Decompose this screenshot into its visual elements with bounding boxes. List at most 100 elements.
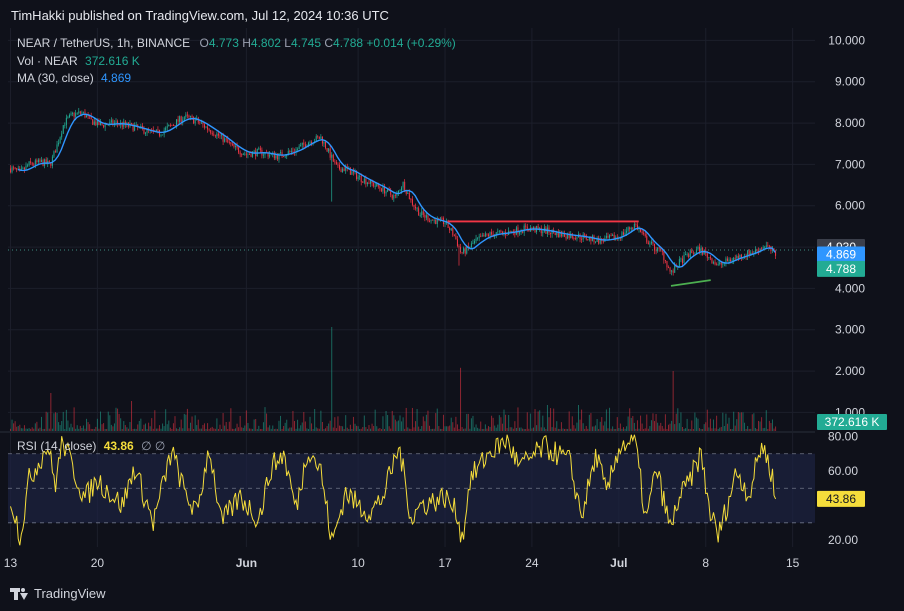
volume-bar (158, 425, 160, 431)
price-tick-label: 3.000 (835, 323, 865, 337)
volume-bar (129, 421, 131, 431)
volume-bar (199, 428, 201, 431)
candle-body (185, 114, 187, 118)
volume-bar (303, 412, 305, 431)
candle-body (374, 185, 376, 187)
volume-bar (740, 412, 742, 431)
volume-bar (587, 428, 589, 431)
candle-body (463, 248, 465, 253)
volume-bar (571, 416, 573, 431)
candle-body (441, 217, 443, 219)
candle-body (356, 171, 358, 179)
volume-bar (595, 425, 597, 431)
candle-body (449, 227, 451, 231)
candle-body (362, 181, 364, 183)
candle-body (419, 215, 421, 216)
candle-body (351, 171, 353, 175)
volume-bar (419, 428, 421, 431)
candle-body (658, 247, 660, 249)
volume-bar (151, 418, 153, 431)
volume-bar (688, 428, 690, 431)
volume-bar (480, 421, 482, 431)
candle-body (560, 231, 562, 237)
volume-bar (750, 428, 752, 431)
candle-body (357, 176, 359, 179)
volume-bar (722, 412, 724, 431)
candle-body (650, 241, 652, 244)
volume-bar (540, 427, 542, 431)
volume-bar (255, 419, 257, 431)
candle-body (137, 124, 139, 128)
candle-body (301, 142, 303, 145)
volume-bar (643, 428, 645, 431)
candle-body (644, 234, 646, 236)
candle-body (564, 233, 566, 237)
volume-bar (577, 405, 579, 431)
volume-tag: 372.616 K (825, 415, 880, 429)
rsi-tag: 43.86 (826, 492, 856, 506)
price-tick-label: 7.000 (835, 157, 865, 171)
candle-body (602, 240, 604, 242)
candle-body (11, 167, 13, 173)
volume-bar (591, 426, 593, 431)
volume-bar (115, 407, 117, 431)
volume-bar (537, 411, 539, 431)
candle-body (202, 122, 204, 125)
candle-body (146, 129, 148, 133)
volume-bar (219, 424, 221, 431)
volume-bar (354, 423, 356, 431)
candle-body (734, 257, 736, 259)
candle-body (711, 258, 713, 264)
tradingview-brand[interactable]: TradingView (34, 586, 106, 601)
candle-body (565, 236, 567, 239)
candle-body (124, 121, 126, 125)
candle-body (483, 235, 485, 237)
candle-body (186, 114, 188, 116)
volume-bar (109, 415, 111, 431)
volume-bar (536, 425, 538, 431)
candle-body (250, 154, 252, 157)
volume-bar (705, 422, 707, 431)
volume-bar (329, 420, 331, 431)
candle-body (385, 191, 387, 194)
volume-bar (484, 424, 486, 431)
support-line[interactable] (670, 279, 711, 287)
volume-bar (405, 407, 407, 431)
volume-bar (635, 428, 637, 431)
volume-bar (87, 422, 89, 431)
volume-bar (640, 415, 642, 431)
volume-bar (408, 428, 410, 431)
ma-label[interactable]: MA (30, close) (17, 71, 94, 85)
candle-body (622, 232, 624, 235)
candle-body (607, 235, 609, 238)
volume-bar (512, 428, 514, 431)
volume-bar (638, 428, 640, 431)
volume-bar (461, 427, 463, 431)
symbol-title[interactable]: NEAR / TetherUS, 1h, BINANCE (17, 36, 191, 50)
candle-body (376, 183, 378, 186)
volume-bar (340, 426, 342, 431)
volume-bar (188, 428, 190, 431)
candle-body (315, 136, 317, 142)
volume-bar (438, 426, 440, 431)
candle-body (557, 231, 559, 237)
volume-bar (177, 428, 179, 431)
volume-bar (694, 412, 696, 431)
volume-bar (174, 416, 176, 431)
candle-body (64, 124, 66, 126)
volume-bar (101, 424, 103, 431)
candle-body (210, 130, 212, 133)
volume-bar (98, 428, 100, 431)
candle-body (110, 120, 112, 122)
rsi-label[interactable]: RSI (14, close) (17, 439, 97, 453)
volume-bar (390, 428, 392, 431)
volume-bar (483, 428, 485, 431)
volume-label[interactable]: Vol · NEAR (17, 54, 78, 68)
candle-body (588, 236, 590, 240)
volume-bar (320, 410, 322, 431)
candle-body (258, 148, 260, 150)
volume-bar (351, 428, 353, 431)
volume-legend: Vol · NEAR 372.616 K (17, 54, 140, 68)
volume-bar (221, 428, 223, 431)
